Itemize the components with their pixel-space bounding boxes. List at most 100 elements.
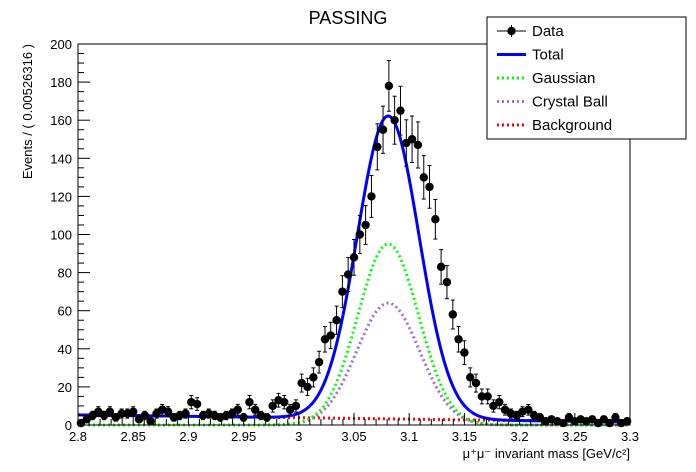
- data-point: [564, 413, 574, 422]
- data-marker: [611, 413, 620, 422]
- legend-entries: Data Total Gaussian Crystal Ball Background: [497, 23, 612, 134]
- data-marker: [367, 192, 376, 201]
- x-tick-label: 3.3: [621, 429, 639, 444]
- data-point: [233, 403, 242, 416]
- data-marker: [460, 348, 469, 357]
- data-point: [361, 205, 370, 245]
- data-point: [407, 115, 417, 163]
- data-marker: [349, 253, 359, 262]
- data-point: [192, 397, 202, 411]
- x-tick-label: 2.85: [121, 429, 146, 444]
- data-point: [466, 367, 475, 388]
- data-marker: [483, 392, 492, 401]
- data-marker: [477, 392, 487, 401]
- data-point: [454, 326, 463, 353]
- x-tick-label: 3.1: [400, 429, 418, 444]
- data-marker: [192, 399, 202, 409]
- legend-entry: Total: [497, 47, 564, 64]
- x-tick-label: 3.25: [562, 429, 587, 444]
- data-point: [367, 174, 376, 218]
- data-marker: [309, 373, 318, 382]
- data-point: [524, 403, 533, 416]
- x-tick-label: 3.05: [341, 429, 366, 444]
- data-point: [303, 377, 312, 396]
- data-marker: [431, 215, 440, 224]
- legend-label: Total: [532, 47, 564, 64]
- data-marker: [326, 331, 335, 340]
- data-point: [402, 119, 411, 167]
- y-tick-label: 0: [65, 418, 72, 433]
- data-point: [396, 85, 405, 136]
- data-marker: [262, 413, 272, 422]
- legend: Data Total Gaussian Crystal Ball Background: [486, 16, 687, 140]
- data-marker: [105, 407, 115, 416]
- data-point: [622, 416, 632, 426]
- data-point: [495, 394, 504, 410]
- data-marker: [338, 287, 347, 296]
- data-point: [471, 373, 481, 393]
- x-tick-label: 2.8: [69, 429, 87, 444]
- data-point: [419, 155, 428, 200]
- data-marker: [245, 397, 254, 407]
- data-marker: [495, 397, 504, 407]
- data-point: [343, 257, 353, 292]
- data-point: [262, 413, 272, 422]
- data-point: [373, 123, 382, 171]
- x-axis-title: μ⁺μ⁻ invariant mass [GeV/c²]: [463, 446, 630, 461]
- data-point: [163, 406, 173, 418]
- y-tick-label: 140: [50, 151, 72, 166]
- legend-label: Background: [532, 117, 612, 134]
- data-marker: [436, 262, 446, 272]
- data-marker: [373, 142, 382, 152]
- y-tick-label: 100: [50, 228, 72, 243]
- data-point: [355, 214, 365, 255]
- data-marker: [448, 310, 458, 319]
- data-marker: [378, 125, 388, 134]
- data-points: [76, 60, 632, 428]
- y-tick-label: 200: [50, 37, 72, 52]
- legend-entry: Data: [497, 23, 564, 40]
- data-point: [280, 394, 289, 410]
- data-point: [390, 95, 399, 145]
- data-point: [611, 413, 620, 422]
- data-marker: [622, 416, 632, 426]
- data-marker: [471, 378, 481, 388]
- y-axis-title: Events / ( 0.00526316 ): [20, 44, 35, 179]
- data-point: [326, 321, 335, 350]
- data-point: [320, 326, 330, 353]
- y-tick-label: 180: [50, 75, 72, 90]
- x-tick-label: 3: [295, 429, 302, 444]
- data-point: [338, 275, 347, 309]
- data-point: [146, 416, 155, 426]
- data-marker: [407, 135, 417, 144]
- data-marker: [332, 316, 341, 325]
- data-marker: [140, 411, 149, 420]
- x-axis: 2.8 2.85 2.9 2.95 3 3.05 3.1 3.15 3.2 3.25 3.3: [69, 413, 639, 444]
- data-point: [129, 406, 138, 418]
- data-marker: [396, 106, 405, 115]
- x-tick-label: 2.9: [179, 429, 197, 444]
- data-point: [158, 403, 167, 416]
- x-tick-label: 3.2: [511, 429, 529, 444]
- data-point: [460, 340, 469, 365]
- y-tick-label: 20: [58, 380, 72, 395]
- data-marker: [181, 409, 190, 418]
- y-tick-label: 80: [58, 266, 72, 281]
- data-marker: [466, 373, 475, 382]
- data-marker: [442, 277, 452, 287]
- data-point: [268, 399, 277, 413]
- y-tick-label: 120: [50, 189, 72, 204]
- data-marker: [303, 382, 312, 392]
- x-tick-label: 3.15: [452, 429, 477, 444]
- data-point: [477, 388, 487, 405]
- data-point: [332, 305, 341, 335]
- data-point: [425, 165, 434, 209]
- data-point: [442, 265, 452, 300]
- data-marker: [454, 335, 463, 344]
- data-point: [413, 121, 423, 169]
- data-point: [483, 388, 492, 405]
- data-marker: [384, 81, 394, 91]
- legend-marker: [507, 26, 516, 36]
- data-point: [250, 403, 260, 416]
- data-point: [436, 249, 446, 285]
